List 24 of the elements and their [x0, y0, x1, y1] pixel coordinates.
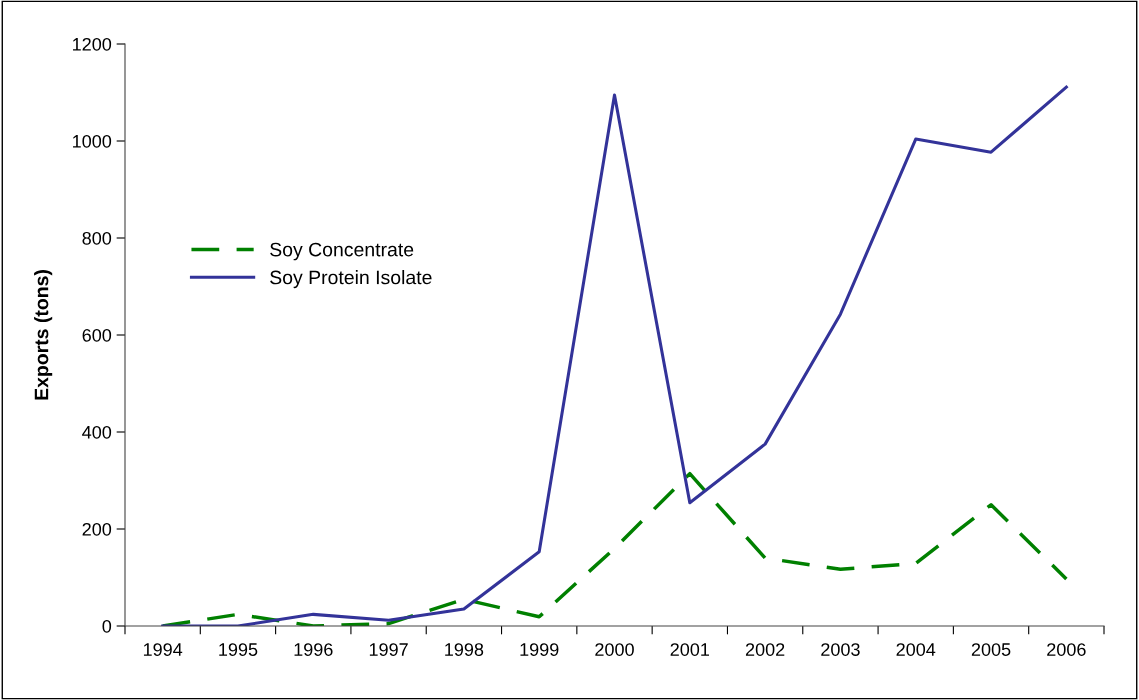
x-tick-label: 1995 — [219, 643, 258, 656]
x-tick-label: 2000 — [595, 643, 634, 656]
x-tick-label: 1999 — [520, 643, 559, 656]
y-tick-label: 0 — [102, 619, 112, 633]
legend-label: Soy Protein Isolate — [270, 270, 432, 289]
x-tick-label: 2001 — [670, 643, 710, 656]
line-series — [161, 85, 1068, 626]
x-tick-label: 1998 — [445, 643, 484, 656]
y-tick-label: 200 — [82, 522, 112, 536]
x-tick-label: 2004 — [896, 643, 936, 656]
y-tick-label: 800 — [82, 231, 112, 245]
x-tick-label: 2003 — [821, 643, 860, 656]
x-tick-label: 1996 — [294, 643, 333, 656]
legend-label: Soy Concentrate — [270, 242, 414, 261]
y-tick-label: 1200 — [73, 37, 112, 51]
y-tick-label: 400 — [82, 425, 112, 439]
x-tick-label: 2006 — [1047, 643, 1086, 656]
x-tick-label: 2005 — [971, 643, 1011, 656]
y-axis-title: Exports (tons) — [34, 270, 53, 400]
x-tick-label: 1994 — [143, 643, 183, 656]
y-tick-label: 1000 — [73, 134, 112, 148]
x-tick-label: 1997 — [369, 643, 408, 656]
x-tick-label: 2002 — [745, 643, 785, 656]
y-tick-label: 600 — [82, 328, 112, 342]
